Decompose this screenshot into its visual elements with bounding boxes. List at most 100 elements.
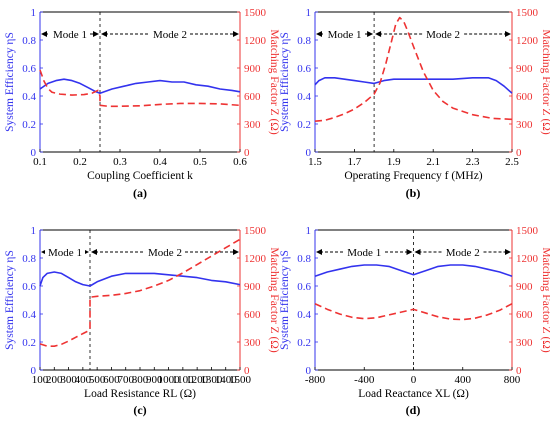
right-y-tick-label: 1200 bbox=[516, 35, 539, 47]
x-tick-label: -400 bbox=[354, 374, 375, 386]
chart-panel-4: -800 -400 0 400 80000.20.40.60.8103006009001… bbox=[279, 225, 550, 417]
x-tick-label: 600 bbox=[103, 374, 120, 386]
mode-2-arrow-head-left bbox=[101, 31, 107, 37]
x-tick-label: 2.1 bbox=[426, 156, 440, 168]
left-y-tick-label: 0.2 bbox=[297, 337, 311, 349]
mode-2-arrow-head-left bbox=[91, 249, 97, 255]
mode-1-arrow-head-left bbox=[41, 31, 47, 37]
mode-2-arrow-head-left bbox=[375, 31, 382, 37]
mode-label-bg bbox=[324, 25, 365, 39]
x-tick-label: 2.5 bbox=[505, 156, 519, 168]
right-y-tick-label: 0 bbox=[516, 365, 522, 377]
left-y-tick-label: 0.6 bbox=[22, 281, 36, 293]
right-y-tick-label: 600 bbox=[244, 309, 261, 321]
matching-factor-line bbox=[39, 238, 241, 348]
x-tick-label: 1000 bbox=[158, 374, 181, 386]
x-tick-label: 1.5 bbox=[308, 156, 322, 168]
right-y-tick-label: 300 bbox=[244, 119, 261, 131]
left-y-tick-label: 0.2 bbox=[22, 119, 36, 131]
matching-factor-line bbox=[314, 16, 513, 122]
left-y-tick-label: 0.6 bbox=[297, 281, 311, 293]
mode-2-arrow-head-right bbox=[505, 249, 511, 255]
right-y-tick-label: 300 bbox=[516, 119, 533, 131]
right-y-axis-label: Matching Factor Z (Ω) bbox=[540, 29, 550, 134]
right-y-tick-label: 0 bbox=[244, 365, 250, 377]
x-tick-label: 0.5 bbox=[193, 156, 207, 168]
mode-label-1: Mode 1 bbox=[53, 29, 87, 41]
right-y-tick-label: 0 bbox=[244, 147, 250, 159]
x-tick-label: 0 bbox=[411, 374, 417, 386]
matching-factor-line bbox=[314, 303, 513, 321]
efficiency-line bbox=[39, 78, 241, 94]
x-tick-label: 400 bbox=[75, 374, 92, 386]
x-tick-label: -800 bbox=[305, 374, 326, 386]
mode-1-arrow-head-left bbox=[316, 31, 322, 37]
x-tick-label: 800 bbox=[132, 374, 149, 386]
x-tick-label: 200 bbox=[46, 374, 63, 386]
right-y-tick-label: 1200 bbox=[244, 35, 267, 47]
mode-2-arrow-head-right bbox=[233, 31, 239, 37]
mode-label-bg bbox=[344, 243, 385, 257]
right-y-tick-label: 300 bbox=[516, 337, 533, 349]
x-axis-label: Coupling Coefficient k bbox=[87, 170, 193, 182]
mode-label-bg bbox=[145, 243, 185, 257]
left-y-tick-label: 1 bbox=[306, 225, 312, 237]
left-y-tick-label: 0 bbox=[306, 147, 312, 159]
x-tick-label: 0.4 bbox=[153, 156, 167, 168]
x-tick-label: 500 bbox=[89, 374, 106, 386]
mode-label-1: Mode 1 bbox=[48, 247, 82, 259]
right-y-tick-label: 900 bbox=[244, 281, 261, 293]
chart-panel-3: 1002003004005006007008009001000110012001… bbox=[4, 225, 280, 417]
mode-label-bg bbox=[423, 25, 464, 39]
mode-2-arrow-head-right bbox=[233, 249, 239, 255]
efficiency-line bbox=[39, 271, 241, 287]
x-tick-label: 1.9 bbox=[387, 156, 401, 168]
mode-label-1: Mode 1 bbox=[328, 29, 362, 41]
mode-1-arrow-head-right bbox=[367, 31, 374, 37]
left-y-axis-label: System Efficiency ηS bbox=[279, 32, 291, 132]
left-y-tick-label: 0.4 bbox=[297, 309, 311, 321]
mode-label-2: Mode 2 bbox=[148, 247, 182, 259]
x-tick-label: 800 bbox=[504, 374, 521, 386]
left-y-axis-label: System Efficiency ηS bbox=[279, 250, 291, 350]
x-tick-label: 0.3 bbox=[113, 156, 127, 168]
x-tick-label: 1.7 bbox=[348, 156, 362, 168]
left-y-tick-label: 0 bbox=[31, 147, 37, 159]
panel-label: (b) bbox=[406, 186, 421, 200]
left-y-tick-label: 0.2 bbox=[22, 337, 36, 349]
left-y-tick-label: 0.4 bbox=[22, 309, 36, 321]
x-tick-label: 100 bbox=[32, 374, 49, 386]
mode-label-1: Mode 1 bbox=[347, 247, 381, 259]
mode-1-arrow-head-left bbox=[316, 249, 322, 255]
left-y-tick-label: 0.8 bbox=[22, 253, 36, 265]
left-y-axis-label: System Efficiency ηS bbox=[4, 250, 16, 350]
left-y-tick-label: 0.8 bbox=[297, 35, 311, 47]
chart-panel-1: 0.1 0.2 0.3 0.4 0.5 0.600.20.40.60.8103006009… bbox=[4, 7, 280, 200]
left-y-tick-label: 0.8 bbox=[297, 253, 311, 265]
x-tick-label: 0.1 bbox=[33, 156, 47, 168]
mode-label-bg bbox=[45, 243, 85, 257]
mode-label-bg bbox=[50, 25, 90, 39]
right-y-tick-label: 900 bbox=[516, 63, 533, 75]
x-axis-label: Load Reactance XL (Ω) bbox=[358, 388, 469, 400]
panel-label: (c) bbox=[133, 403, 146, 417]
x-axis-label: Operating Frequency f (MHz) bbox=[344, 170, 482, 182]
left-y-tick-label: 0.4 bbox=[297, 91, 311, 103]
panel-label: (a) bbox=[133, 186, 147, 200]
left-y-tick-label: 0.6 bbox=[297, 63, 311, 75]
right-y-tick-label: 600 bbox=[516, 309, 533, 321]
left-y-tick-label: 1 bbox=[31, 7, 37, 19]
mode-1-arrow-head-right bbox=[93, 31, 99, 37]
mode-label-2: Mode 2 bbox=[446, 247, 480, 259]
x-tick-label: 700 bbox=[117, 374, 134, 386]
x-tick-label: 2.3 bbox=[466, 156, 480, 168]
mode-label-2: Mode 2 bbox=[426, 29, 460, 41]
right-y-axis-label: Matching Factor Z (Ω) bbox=[540, 247, 550, 352]
x-tick-label: 900 bbox=[146, 374, 163, 386]
right-y-tick-label: 1200 bbox=[244, 253, 267, 265]
x-tick-label: 1300 bbox=[200, 374, 223, 386]
x-tick-label: 0.6 bbox=[233, 156, 247, 168]
mode-label-bg bbox=[150, 25, 190, 39]
right-y-tick-label: 1200 bbox=[516, 253, 539, 265]
